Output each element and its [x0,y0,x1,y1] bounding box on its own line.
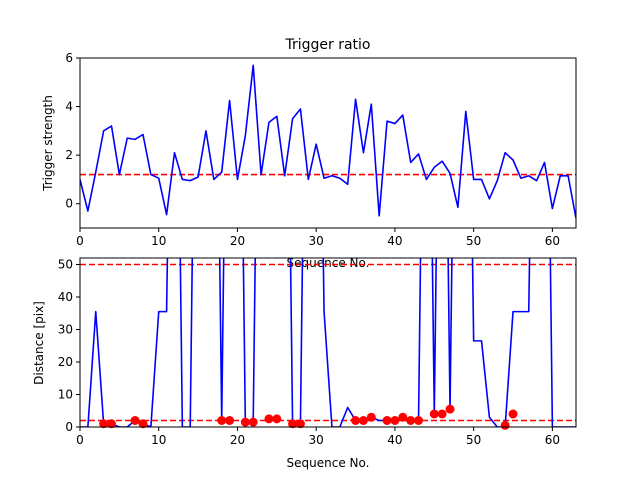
data-point-marker [288,419,298,429]
data-point-marker [500,420,510,430]
plot-contents [80,258,576,427]
x-tick-label: 30 [309,234,324,248]
distance-y-axis-label: Distance [pix] [32,301,46,385]
y-tick-label: 50 [58,258,73,272]
y-tick-label: 0 [65,420,73,434]
data-point-marker [295,419,305,429]
axes-frame [79,257,577,428]
x-tick-label: 0 [76,433,84,447]
chart-title: Trigger ratio [284,37,370,53]
data-point-marker [508,409,518,419]
distance-y-ticks: 0 10 20 30 40 50 [58,258,80,434]
series-line [80,64,576,219]
x-tick-label: 50 [466,234,481,248]
x-tick-label: 60 [545,433,560,447]
distance-x-axis-label: Sequence No. [287,456,370,470]
trigger-y-ticks: 0 2 4 6 [65,51,80,211]
x-tick-label: 10 [151,234,166,248]
y-tick-label: 6 [65,51,73,65]
data-point-marker [398,412,408,422]
data-point-marker [351,416,361,425]
x-tick-label: 60 [545,234,560,248]
data-point-marker [264,414,274,424]
y-tick-label: 20 [58,355,73,369]
x-tick-label: 0 [76,234,84,248]
data-point-marker [366,412,376,422]
y-tick-label: 4 [65,100,73,114]
distance-chart: 0 10 20 30 40 50 60 0 10 20 30 40 50 Sequence No. D… [32,257,577,470]
y-tick-label: 30 [58,323,73,337]
data-point-marker [445,404,455,414]
data-point-marker [240,417,250,427]
data-point-marker [437,409,447,419]
data-point-marker [406,416,416,425]
distance-plot-area [79,257,577,430]
y-tick-label: 40 [58,290,73,304]
trigger-ratio-chart: Trigger ratio 0 10 20 30 40 50 60 0 2 4 6 Sequenc… [41,37,577,270]
axes-frame [79,57,577,229]
plot-contents [80,64,576,219]
x-tick-label: 30 [309,433,324,447]
trigger-plot-area [79,57,577,229]
y-tick-label: 0 [65,197,73,211]
series-line [80,258,576,427]
x-tick-label: 40 [387,234,402,248]
x-tick-label: 50 [466,433,481,447]
data-point-marker [217,416,227,425]
data-point-marker [225,416,235,425]
data-point-marker [130,416,140,425]
trigger-x-axis-label: Sequence No. [287,256,370,270]
data-point-marker [106,419,116,429]
data-point-marker [390,416,400,425]
y-tick-label: 2 [65,148,73,162]
x-tick-label: 20 [230,433,245,447]
data-point-marker [248,417,258,427]
x-tick-label: 10 [151,433,166,447]
data-point-marker [382,416,392,425]
data-point-marker [138,419,148,429]
trigger-x-ticks: 0 10 20 30 40 50 60 [76,228,560,248]
trigger-y-axis-label: Trigger strength [41,95,55,192]
data-point-marker [358,416,368,425]
x-tick-label: 20 [230,234,245,248]
distance-x-ticks: 0 10 20 30 40 50 60 [76,427,560,447]
data-point-marker [272,414,282,424]
data-point-marker [414,416,424,425]
data-point-marker [99,419,109,429]
y-tick-label: 10 [58,388,73,402]
x-tick-label: 40 [387,433,402,447]
data-point-marker [429,409,439,419]
